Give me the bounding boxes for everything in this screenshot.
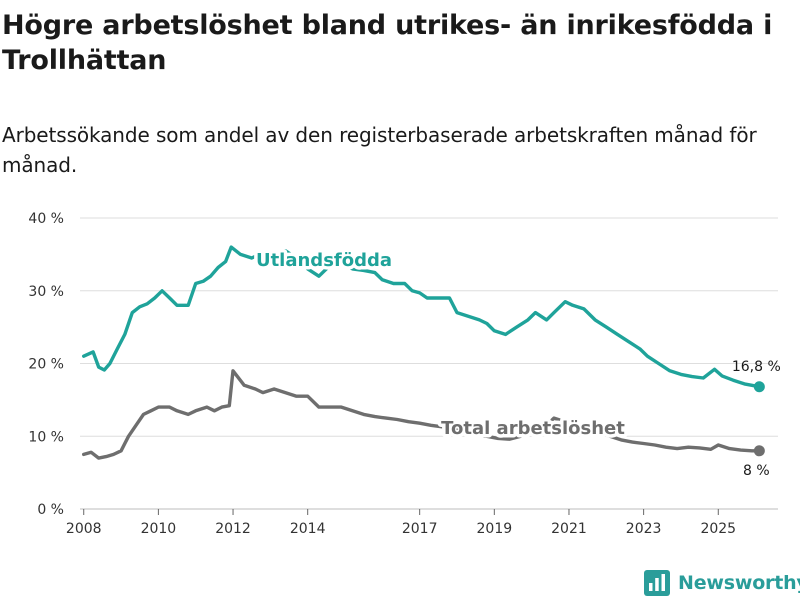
series-line-total xyxy=(81,369,761,460)
y-tick-label: 40 % xyxy=(28,211,64,227)
series-lines xyxy=(81,245,765,460)
end-value-label: 8 % xyxy=(743,463,770,479)
series-end-point xyxy=(753,445,765,457)
brand-logo: Newsworthy xyxy=(644,568,800,598)
series-labels: 16,8 % 8 % Utlandsfödda Total arbetslöshet xyxy=(252,247,781,479)
x-tick-label: 2010 xyxy=(141,521,177,537)
x-tick-label: 2019 xyxy=(477,521,513,537)
x-axis: 2008 2010 2012 2014 2017 2019 2021 2023 2025 xyxy=(66,509,736,537)
series-label-utlandsfodda: Utlandsfödda xyxy=(256,250,392,271)
x-tick-label: 2008 xyxy=(66,521,102,537)
brand-name: Newsworthy xyxy=(678,572,800,594)
x-tick-label: 2017 xyxy=(402,521,438,537)
x-tick-label: 2014 xyxy=(290,521,326,537)
series-line-utlandsfodda xyxy=(81,245,761,389)
y-axis: 0 % 10 % 20 % 30 % 40 % xyxy=(28,211,64,518)
series-label-total: Total arbetslöshet xyxy=(441,418,625,439)
y-tick-label: 30 % xyxy=(28,284,64,300)
series-end-point xyxy=(753,381,765,393)
chart-subtitle: Arbetssökande som andel av den registerb… xyxy=(2,123,757,177)
x-tick-label: 2012 xyxy=(215,521,251,537)
y-tick-label: 20 % xyxy=(28,357,64,373)
x-tick-label: 2021 xyxy=(551,521,587,537)
y-tick-label: 0 % xyxy=(37,502,64,518)
x-tick-label: 2023 xyxy=(626,521,662,537)
chart-title: Högre arbetslöshet bland utrikes- än inr… xyxy=(2,10,773,76)
x-tick-label: 2025 xyxy=(700,521,736,537)
grid-lines xyxy=(80,217,778,510)
end-value-label: 16,8 % xyxy=(732,359,781,375)
y-tick-label: 10 % xyxy=(28,429,64,445)
bar-chart-logo-icon xyxy=(644,570,670,596)
